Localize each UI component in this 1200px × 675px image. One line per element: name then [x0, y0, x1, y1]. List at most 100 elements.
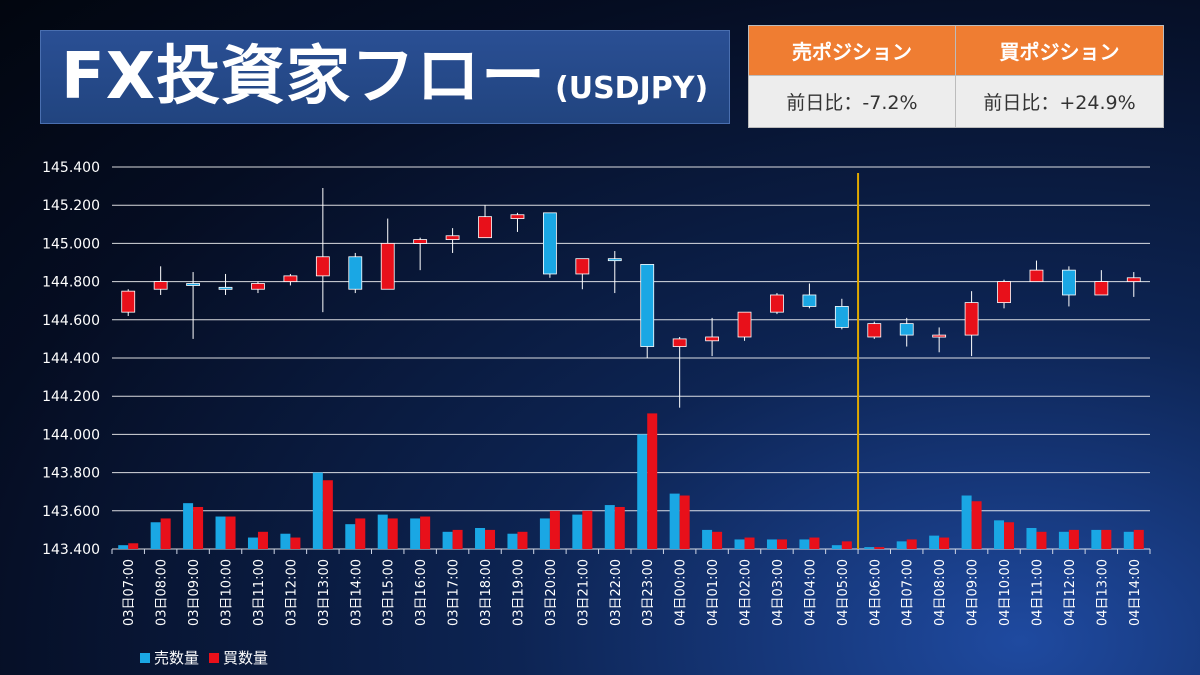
sell-volume-bar	[475, 527, 486, 549]
candle-body	[770, 294, 784, 313]
x-tick-label: 04日09:00	[966, 559, 981, 626]
sell-volume-bar	[831, 545, 842, 549]
candle-body	[737, 311, 752, 338]
y-tick-label: 145.400	[42, 160, 100, 176]
sell-position-change: 前日比：-7.2%	[749, 76, 956, 127]
x-tick-label: 03日23:00	[641, 559, 656, 626]
x-tick-label: 04日06:00	[868, 559, 883, 626]
buy-volume-bar	[744, 537, 755, 549]
candle-body	[445, 235, 460, 240]
x-tick-label: 04日05:00	[836, 559, 851, 626]
x-tick-label: 03日08:00	[155, 559, 170, 626]
buy-volume-bar	[549, 510, 560, 549]
title-banner: FX投資家フロー (USDJPY)	[40, 30, 730, 124]
sell-volume-bar	[1058, 531, 1069, 549]
candle-body	[348, 256, 363, 290]
sell-volume-bar	[572, 514, 583, 549]
x-tick-label: 04日13:00	[1095, 559, 1110, 626]
x-tick-label: 04日11:00	[1030, 559, 1045, 626]
candle-body	[607, 258, 622, 262]
buy-volume-bar	[582, 510, 593, 549]
y-tick-label: 143.400	[42, 542, 100, 558]
candle-body	[510, 214, 525, 219]
x-tick-label: 03日14:00	[349, 559, 364, 626]
candle-body	[413, 239, 428, 244]
x-tick-label: 04日02:00	[739, 559, 754, 626]
buy-volume-bar	[1036, 531, 1047, 549]
sell-volume-bar	[118, 545, 129, 549]
buy-volume-bar	[874, 547, 885, 549]
candle-body	[121, 290, 136, 313]
buy-volume-bar	[257, 531, 268, 549]
x-tick-label: 03日10:00	[220, 559, 235, 626]
buy-volume-bar	[290, 537, 301, 549]
sell-volume-bar	[702, 529, 713, 549]
sell-volume-bar	[215, 516, 226, 549]
x-tick-label: 03日17:00	[447, 559, 462, 626]
x-tick-label: 03日09:00	[187, 559, 202, 626]
sell-volume-bar	[734, 539, 745, 549]
buy-volume-bar	[128, 543, 139, 549]
sell-volume-bar	[766, 539, 777, 549]
sell-volume-bar	[961, 495, 972, 549]
position-table: 売ポジション 買ポジション 前日比：-7.2% 前日比：+24.9%	[748, 25, 1164, 128]
candle-body	[153, 281, 168, 290]
sell-volume-bar	[410, 518, 421, 549]
candle-body	[640, 264, 655, 347]
x-tick-label: 04日08:00	[933, 559, 948, 626]
buy-volume-bar	[355, 518, 366, 549]
legend-sell-volume: 売数量	[154, 649, 200, 667]
buy-volume-bar	[322, 480, 333, 549]
x-tick-label: 03日22:00	[609, 559, 624, 626]
page-title: FX投資家フロー	[61, 40, 547, 114]
candle-body	[575, 258, 590, 275]
buy-volume-bar	[420, 516, 431, 549]
candle-body	[1062, 269, 1076, 296]
buy-volume-bar	[971, 501, 982, 549]
buy-volume-bar	[647, 413, 658, 549]
y-tick-label: 144.600	[42, 313, 100, 329]
x-tick-label: 03日21:00	[576, 559, 591, 626]
buy-volume-bar	[841, 541, 852, 549]
buy-volume-bar	[809, 537, 820, 549]
candle-body	[1126, 277, 1141, 282]
candle-body	[478, 216, 492, 239]
sell-volume-bar	[799, 539, 810, 549]
legend-buy-volume: 買数量	[223, 649, 269, 667]
sell-volume-bar	[1026, 527, 1037, 549]
page-subtitle: (USDJPY)	[555, 71, 709, 106]
buy-volume-bar	[1101, 529, 1112, 549]
candle-body	[802, 294, 817, 307]
buy-volume-bar	[776, 539, 787, 549]
buy-volume-bar	[1004, 522, 1015, 549]
sell-volume-bar	[442, 531, 453, 549]
x-tick-label: 03日19:00	[511, 559, 526, 626]
y-tick-label: 144.800	[42, 275, 100, 291]
sell-volume-bar	[864, 547, 875, 549]
sell-volume-bar	[183, 503, 194, 549]
buy-volume-bar	[1068, 529, 1079, 549]
candle-body	[867, 323, 882, 338]
x-tick-label: 03日20:00	[544, 559, 559, 626]
buy-volume-bar	[939, 537, 950, 549]
y-tick-label: 144.400	[42, 351, 100, 367]
sell-volume-bar	[929, 535, 940, 549]
sell-volume-bar	[377, 514, 388, 549]
x-tick-label: 03日18:00	[479, 559, 494, 626]
sell-volume-bar	[539, 518, 550, 549]
sell-volume-bar	[345, 524, 356, 549]
buy-volume-bar	[712, 531, 723, 549]
sell-volume-bar	[280, 533, 291, 549]
candle-body	[705, 336, 719, 342]
x-tick-label: 03日11:00	[252, 559, 267, 626]
buy-volume-bar	[160, 518, 171, 549]
sell-volume-bar	[637, 434, 648, 549]
x-tick-label: 04日03:00	[771, 559, 786, 626]
candle-body	[1094, 281, 1109, 296]
buy-volume-bar	[452, 529, 463, 549]
buy-volume-bar	[1133, 529, 1144, 549]
buy-volume-bar	[614, 506, 625, 549]
sell-volume-bar	[150, 522, 161, 549]
candle-body	[899, 323, 914, 336]
